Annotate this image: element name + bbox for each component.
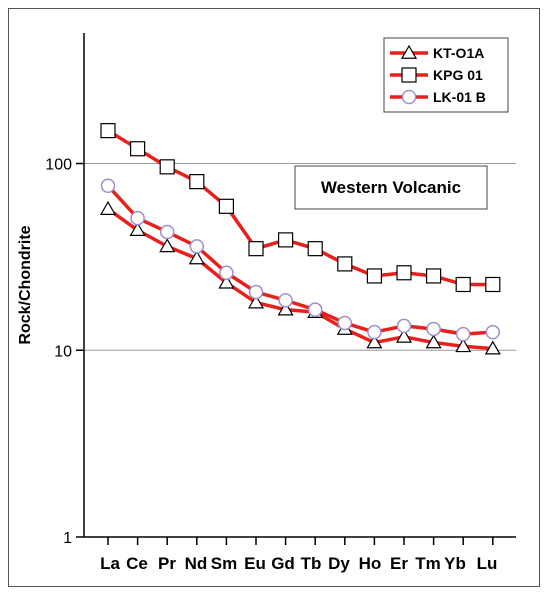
- series-markers: [99, 123, 501, 355]
- data-point-circle: [307, 302, 323, 317]
- x-tick-label: Nd: [185, 554, 208, 573]
- x-tick-label: Yb: [444, 554, 466, 573]
- annotation-text: Western Volcanic: [321, 178, 461, 197]
- data-point-square: [485, 276, 501, 293]
- legend: KT-O1A KPG 01 LK-01 B: [383, 37, 509, 113]
- y-tick-label: 100: [45, 157, 72, 174]
- data-point-circle: [100, 178, 116, 194]
- data-point-triangle: [218, 274, 235, 289]
- y-ticks: 1 10 100: [45, 157, 84, 547]
- data-point-circle: [278, 293, 293, 308]
- data-point-triangle: [188, 250, 205, 265]
- data-point-circle: [396, 318, 412, 334]
- x-tick-label: Lu: [477, 554, 498, 573]
- x-tick-label: Gd: [271, 554, 295, 573]
- data-point-circle: [189, 239, 205, 254]
- data-point-circle: [367, 324, 382, 340]
- data-point-triangle: [277, 301, 294, 316]
- legend-label: KPG 01: [433, 67, 483, 83]
- data-point-circle: [455, 326, 471, 342]
- data-point-circle: [485, 324, 501, 340]
- y-tick-label: 1: [63, 530, 72, 547]
- y-tick-label: 10: [54, 343, 72, 360]
- x-tick-label: Tm: [415, 554, 441, 573]
- data-point-triangle: [366, 334, 383, 349]
- data-point-circle: [219, 265, 234, 281]
- data-point-square: [426, 268, 442, 284]
- x-tick-label: Tb: [301, 554, 322, 573]
- grid: [84, 163, 516, 351]
- data-point-square: [337, 256, 353, 272]
- legend-marker-circle: [401, 89, 417, 105]
- data-point-circle: [248, 284, 264, 300]
- data-point-square: [248, 241, 264, 257]
- data-point-square: [189, 174, 205, 190]
- data-point-square: [455, 276, 471, 293]
- data-point-triangle: [455, 338, 472, 353]
- y-axis-label: Rock/Chondrite: [17, 225, 34, 344]
- data-point-square: [100, 123, 116, 139]
- x-tick-label: Sm: [211, 554, 237, 573]
- data-point-square: [218, 198, 234, 214]
- data-point-triangle: [129, 221, 146, 236]
- x-tick-label: Pr: [158, 554, 176, 573]
- data-point-square: [396, 265, 412, 281]
- x-tick-label: Eu: [244, 554, 266, 573]
- legend-label: KT-O1A: [433, 45, 484, 61]
- x-tick-label: Ho: [359, 554, 382, 573]
- data-point-square: [366, 268, 382, 284]
- data-point-square: [307, 241, 323, 257]
- data-point-triangle: [395, 328, 413, 343]
- data-point-triangle: [247, 294, 265, 309]
- legend-label: LK-01 B: [433, 89, 486, 105]
- data-point-circle: [426, 321, 441, 337]
- data-point-triangle: [484, 340, 501, 355]
- x-ticks: La Ce Pr Nd Sm Eu Gd Tb Dy Ho Er Tm Yb Lu: [100, 537, 497, 573]
- x-tick-label: Er: [390, 554, 408, 573]
- annotation-box: [294, 165, 488, 210]
- x-tick-label: La: [100, 554, 120, 573]
- data-point-triangle: [159, 238, 176, 253]
- legend-marker-triangle: [400, 44, 418, 59]
- data-point-square: [159, 159, 175, 175]
- data-point-circle: [159, 224, 175, 240]
- data-point-triangle: [99, 200, 117, 215]
- data-point-triangle: [425, 334, 442, 349]
- x-tick-label: Ce: [126, 554, 148, 573]
- x-tick-label: Dy: [328, 554, 350, 573]
- data-point-circle: [337, 315, 353, 331]
- data-point-square: [130, 141, 146, 157]
- data-point-circle: [130, 210, 145, 226]
- data-point-square: [278, 232, 294, 248]
- legend-marker-square: [401, 67, 417, 83]
